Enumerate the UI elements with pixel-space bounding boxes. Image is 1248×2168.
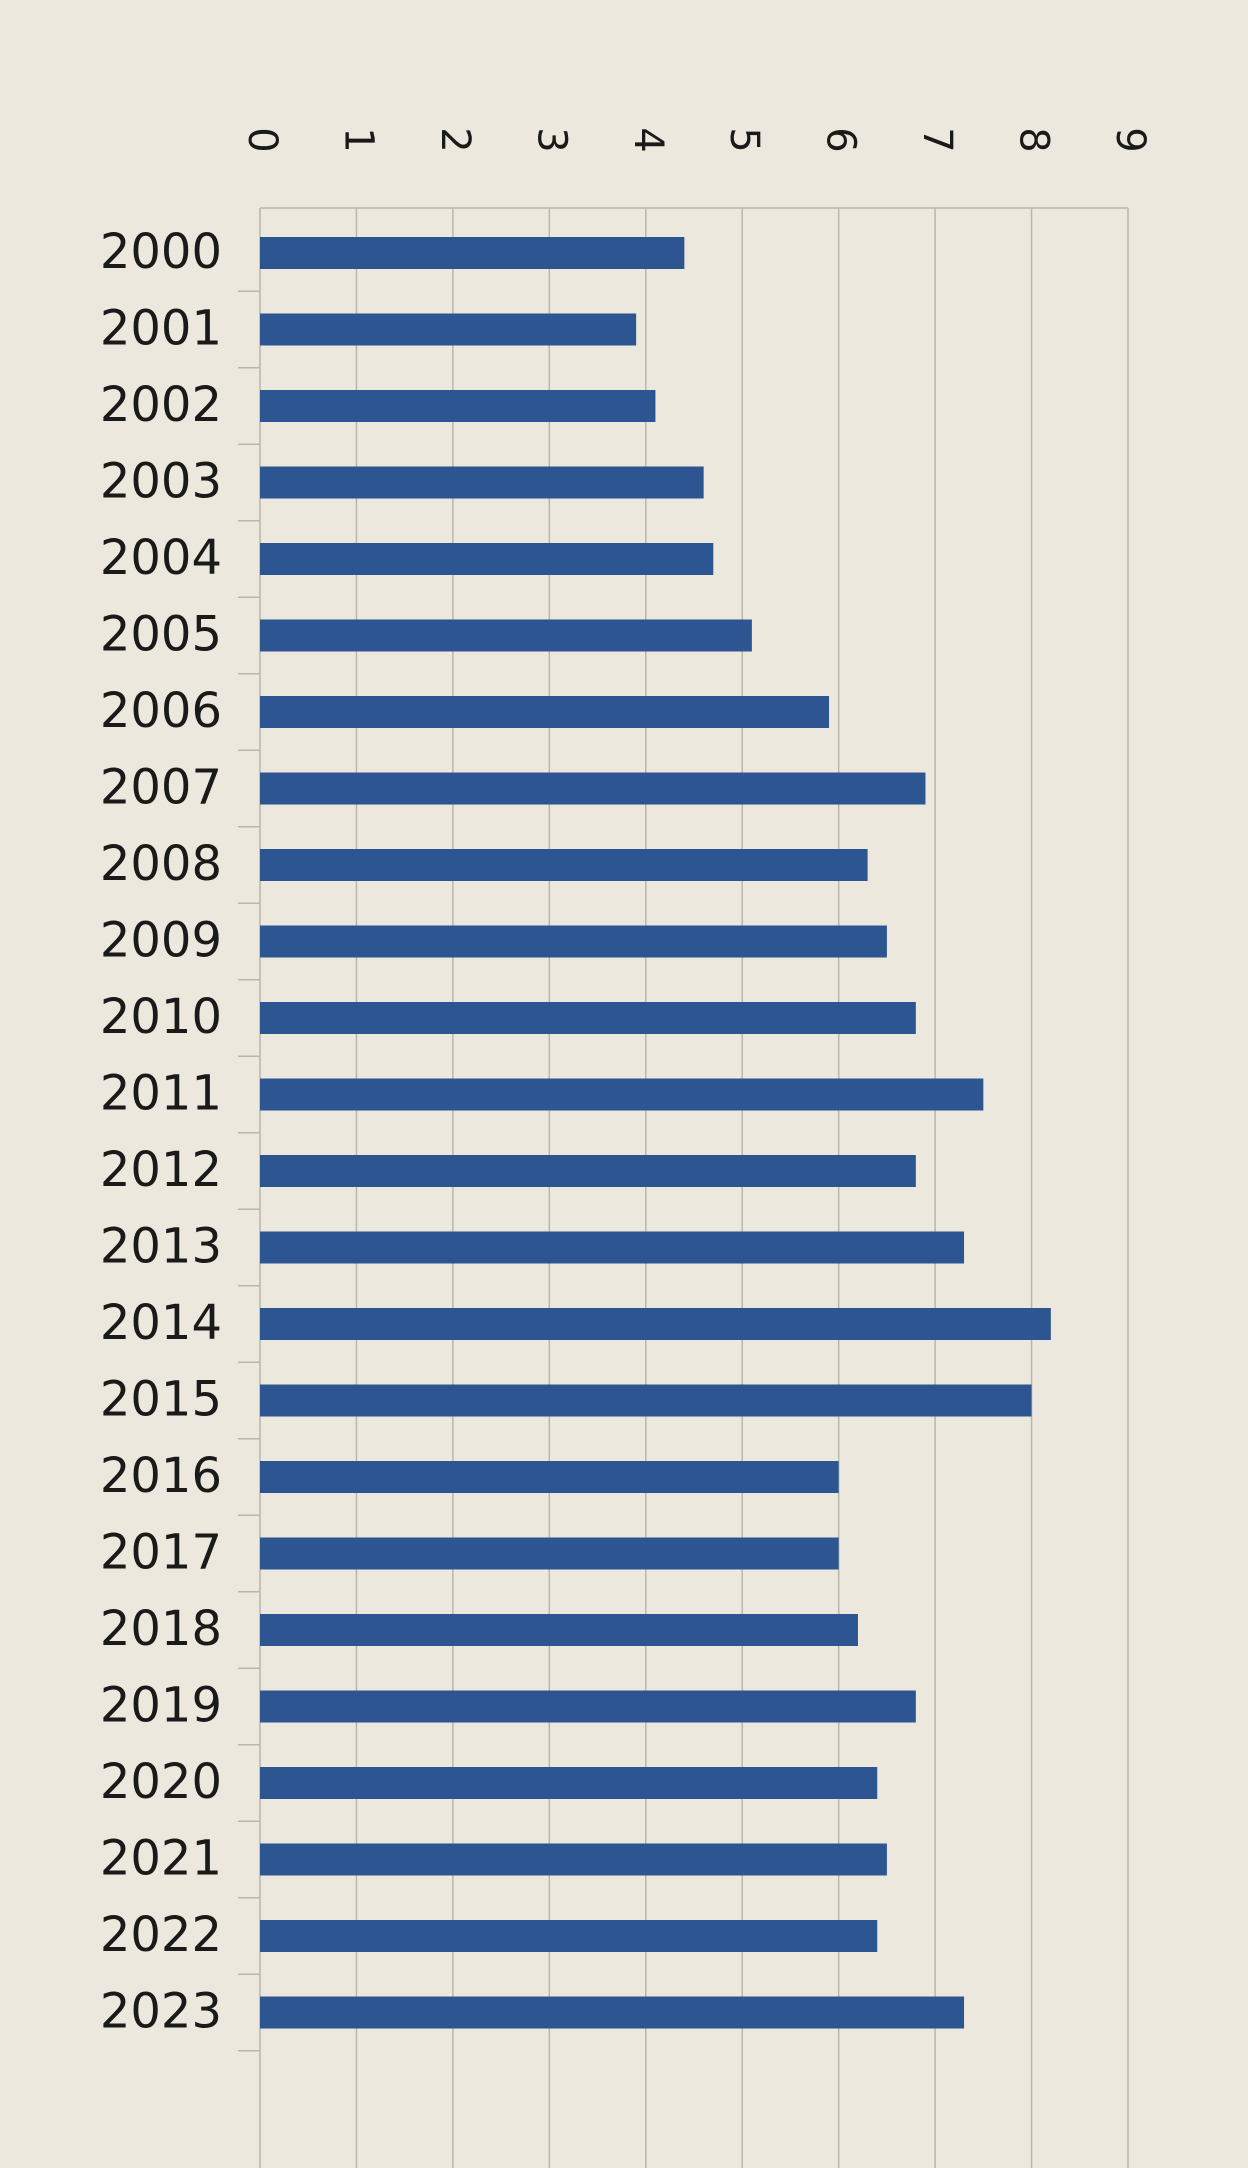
y-tick-label: 2015 [100, 1372, 222, 1428]
y-tick-label: 2001 [100, 301, 222, 357]
bar [260, 313, 637, 346]
y-tick-label: 2014 [100, 1295, 222, 1351]
bar [260, 237, 685, 269]
bar [260, 696, 830, 728]
y-tick-label: 2012 [100, 1142, 222, 1198]
bar [260, 466, 704, 499]
x-tick-label: 2 [432, 127, 478, 152]
y-tick-label: 2006 [100, 683, 222, 739]
bar [260, 1996, 965, 2029]
y-tick-label: 2002 [100, 377, 222, 433]
x-tick-label: 8 [1011, 127, 1057, 152]
x-tick-label: 1 [335, 127, 381, 152]
y-tick-label: 2018 [100, 1601, 222, 1657]
y-tick-label: 2007 [100, 760, 222, 816]
bar [260, 1690, 916, 1723]
y-tick-label: 2000 [100, 224, 222, 280]
x-tick-label: 9 [1107, 127, 1153, 152]
y-tick-label: 2009 [100, 913, 222, 969]
bar [260, 1614, 858, 1646]
y-tick-label: 2021 [100, 1831, 222, 1887]
x-tick-label: 5 [721, 127, 767, 152]
y-tick-label: 2023 [100, 1984, 222, 2040]
bar [260, 1384, 1032, 1417]
bar [260, 849, 868, 881]
bar [260, 1767, 878, 1799]
x-tick-label: 4 [625, 127, 671, 152]
y-tick-label: 2004 [100, 530, 222, 586]
bar [260, 1920, 878, 1952]
y-tick-label: 2022 [100, 1907, 222, 1963]
bar [260, 390, 656, 422]
bar [260, 1308, 1051, 1340]
bar [260, 925, 887, 958]
bar [260, 1231, 965, 1264]
y-tick-label: 2020 [100, 1754, 222, 1810]
y-tick-label: 2005 [100, 607, 222, 663]
bar [260, 1078, 984, 1111]
bar [260, 1843, 887, 1876]
y-tick-label: 2016 [100, 1448, 222, 1504]
bar [260, 1155, 916, 1187]
y-tick-label: 2017 [100, 1525, 222, 1581]
y-tick-label: 2019 [100, 1678, 222, 1734]
y-tick-label: 2013 [100, 1219, 222, 1275]
bar [260, 1537, 839, 1570]
x-tick-label: 6 [818, 127, 864, 152]
bar [260, 543, 714, 575]
x-tick-label: 3 [528, 127, 574, 152]
bar [260, 1461, 839, 1493]
bar [260, 1002, 916, 1034]
bar [260, 619, 752, 652]
y-tick-label: 2010 [100, 989, 222, 1045]
bar [260, 772, 926, 805]
y-tick-label: 2008 [100, 836, 222, 892]
y-tick-label: 2011 [100, 1066, 222, 1122]
x-tick-label: 7 [914, 127, 960, 152]
x-tick-label: 0 [239, 127, 285, 152]
y-tick-label: 2003 [100, 454, 222, 510]
